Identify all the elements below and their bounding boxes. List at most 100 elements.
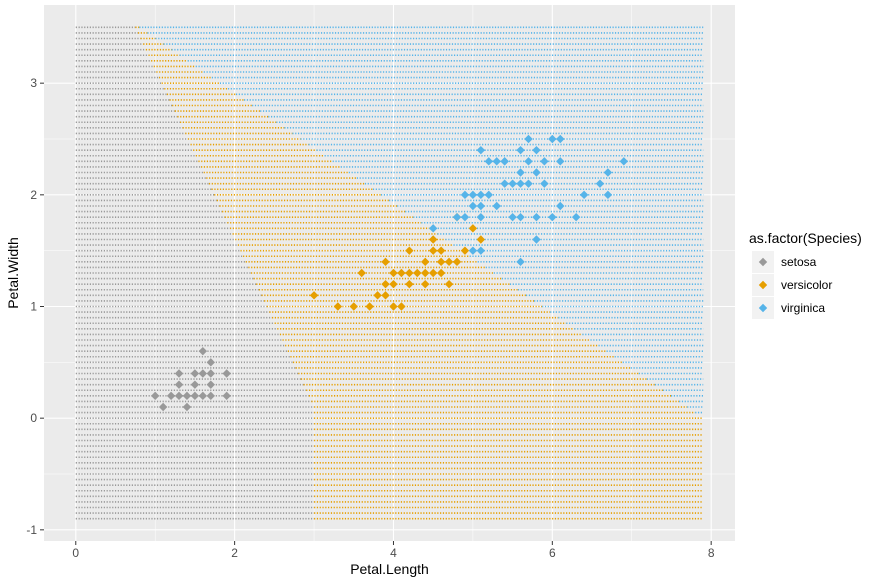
legend-marker-virginica <box>758 303 768 313</box>
virginica-point <box>571 212 581 222</box>
legend-marker-setosa <box>758 257 768 267</box>
versicolor-point <box>389 302 398 311</box>
legend-label-versicolor: versicolor <box>781 278 832 292</box>
virginica-point <box>508 212 517 222</box>
setosa-point <box>198 346 208 356</box>
versicolor-point <box>381 257 390 267</box>
virginica-point <box>460 212 470 222</box>
versicolor-point <box>405 268 414 278</box>
virginica-point <box>500 179 509 188</box>
virginica-point <box>619 157 629 166</box>
virginica-point <box>556 157 565 166</box>
setosa-point <box>206 358 215 367</box>
setosa-point <box>158 402 168 412</box>
x-axis: 0 2 4 6 8 <box>72 541 715 560</box>
versicolor-point <box>389 268 398 278</box>
virginica-point <box>476 190 486 200</box>
versicolor-point <box>421 268 430 278</box>
virginica-point <box>524 157 533 166</box>
versicolor-point <box>428 268 438 278</box>
versicolor-point <box>397 302 406 311</box>
setosa-point <box>206 391 215 401</box>
virginica-point <box>476 145 486 155</box>
virginica-point <box>468 246 478 255</box>
versicolor-point <box>381 291 390 300</box>
virginica-point <box>516 179 525 188</box>
versicolor-point <box>365 302 374 311</box>
decision-region-dots <box>75 26 704 520</box>
legend-label-virginica: virginica <box>781 301 825 315</box>
versicolor-point <box>405 246 414 255</box>
virginica-point <box>532 235 541 244</box>
versicolor-point <box>444 257 454 267</box>
versicolor-point <box>373 291 382 300</box>
virginica-point <box>492 157 501 166</box>
legend-label-setosa: setosa <box>781 255 817 269</box>
versicolor-point <box>452 257 462 267</box>
virginica-point <box>516 145 525 155</box>
versicolor-point <box>349 302 358 311</box>
virginica-point <box>603 190 613 200</box>
virginica-point <box>548 134 557 144</box>
setosa-point <box>206 369 215 378</box>
virginica-point <box>532 212 541 222</box>
versicolor-point <box>468 224 478 233</box>
setosa-point <box>198 391 208 401</box>
versicolor-point <box>389 279 398 289</box>
x-tick-label: 4 <box>390 546 397 560</box>
setosa-point <box>150 391 160 401</box>
versicolor-point <box>476 235 486 244</box>
virginica-point <box>540 157 549 166</box>
x-tick-label: 2 <box>231 546 238 560</box>
setosa-point <box>190 369 200 378</box>
versicolor-point <box>460 246 470 255</box>
setosa-point <box>206 380 215 389</box>
virginica-point <box>484 157 493 166</box>
virginica-point <box>476 201 486 211</box>
virginica-point <box>532 145 541 155</box>
virginica-point <box>548 212 557 222</box>
legend: as.factor(Species) setosa versicolor virgi… <box>749 230 862 319</box>
versicolor-point <box>436 268 446 278</box>
virginica-point <box>460 190 470 200</box>
virginica-point <box>556 134 565 144</box>
y-axis: -1 0 1 2 3 <box>26 76 44 537</box>
setosa-point <box>198 369 208 378</box>
setosa-point <box>182 391 192 401</box>
virginica-point <box>540 179 549 188</box>
virginica-point <box>579 190 589 200</box>
setosa-point <box>174 391 184 401</box>
versicolor-point <box>333 302 343 311</box>
data-points <box>150 134 629 412</box>
virginica-point <box>452 212 462 222</box>
versicolor-point <box>413 268 422 278</box>
legend-title: as.factor(Species) <box>749 230 862 246</box>
virginica-point <box>428 224 438 233</box>
virginica-point <box>508 179 517 188</box>
versicolor-point <box>444 279 454 289</box>
virginica-point <box>468 190 478 200</box>
setosa-point <box>190 391 200 401</box>
y-axis-title: Petal.Width <box>5 237 21 309</box>
y-tick-label: 0 <box>30 411 37 425</box>
setosa-point <box>190 380 200 389</box>
setosa-point <box>174 369 184 378</box>
virginica-point <box>516 257 525 267</box>
virginica-point <box>492 201 501 211</box>
setosa-point <box>182 402 192 412</box>
virginica-point <box>500 157 509 166</box>
virginica-point <box>603 168 613 177</box>
versicolor-point <box>421 279 430 289</box>
virginica-point <box>468 201 478 211</box>
versicolor-point <box>436 257 446 267</box>
y-tick-label: 1 <box>30 300 37 314</box>
x-tick-label: 0 <box>72 546 79 560</box>
virginica-point <box>556 201 565 211</box>
versicolor-point <box>405 279 414 289</box>
virginica-point <box>516 212 525 222</box>
versicolor-point <box>397 268 406 278</box>
virginica-point <box>524 179 533 188</box>
versicolor-point <box>421 257 430 267</box>
x-axis-title: Petal.Length <box>350 561 429 577</box>
